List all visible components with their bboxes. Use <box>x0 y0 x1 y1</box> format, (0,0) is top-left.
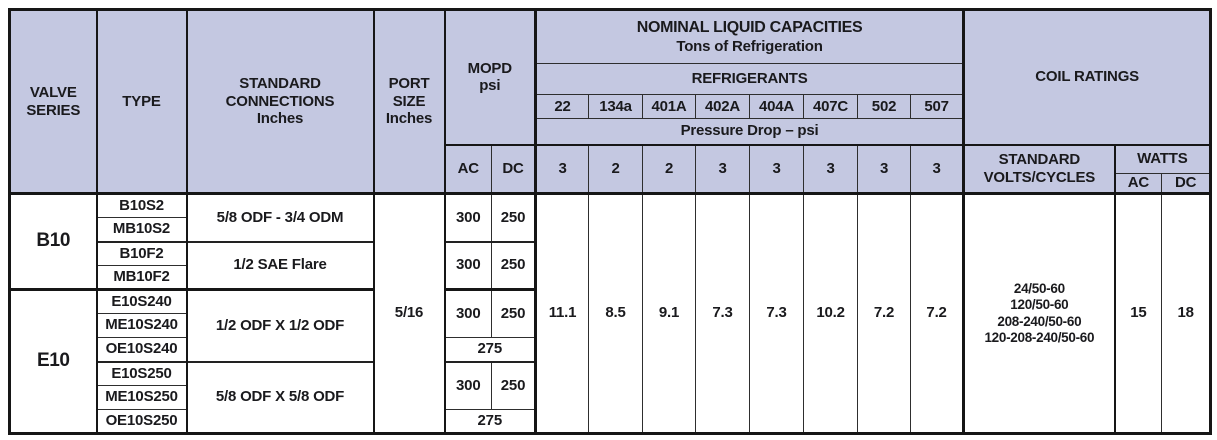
col-header-watts: WATTS <box>1113 143 1212 174</box>
capacity-404a-cell: 7.3 <box>749 192 805 434</box>
mopd-dc-cell: 250 <box>490 192 537 242</box>
capacity-407c-cell: 10.2 <box>803 192 859 434</box>
col-header-mopd: MOPD psi <box>443 9 537 145</box>
mopd-dc-cell: 250 <box>490 288 537 338</box>
watts-ac-cell: 15 <box>1113 192 1163 434</box>
header-row-refrigerants: REFRIGERANTS <box>10 63 1211 95</box>
table-row: OE10S250 275 <box>10 409 1211 434</box>
col-header-coil-ratings: COIL RATINGS <box>962 9 1212 145</box>
col-header-refrigerant-22: 22 <box>534 94 590 119</box>
pressure-drop-value-22: 3 <box>534 143 590 194</box>
col-header-port-size: PORT SIZE Inches <box>372 9 445 194</box>
col-header-refrigerant-407c: 407C <box>803 94 859 119</box>
capacities-subtitle: Tons of Refrigeration <box>676 37 823 55</box>
capacity-507-cell: 7.2 <box>910 192 965 434</box>
type-cell: MB10S2 <box>95 217 187 242</box>
type-cell: E10S250 <box>95 360 187 386</box>
mopd-dc-cell: 250 <box>490 360 537 410</box>
pressure-drop-value-502: 3 <box>857 143 912 194</box>
table-row: ME10S250 <box>10 385 1211 410</box>
pressure-drop-value-404a: 3 <box>749 143 805 194</box>
col-header-type: TYPE <box>95 9 187 194</box>
header-row-5: AC DC 3 2 2 3 3 3 3 3 STANDARD VOLTS/CYC… <box>10 143 1212 194</box>
pressure-drop-value-402a: 3 <box>695 143 751 194</box>
type-cell: ME10S240 <box>95 313 187 338</box>
type-cell: E10S240 <box>95 288 187 314</box>
connections-cell: 1/2 SAE Flare <box>185 240 374 290</box>
pressure-drop-value-407c: 3 <box>803 143 859 194</box>
col-header-capacities: NOMINAL LIQUID CAPACITIES Tons of Refrig… <box>534 9 965 64</box>
port-size-cell: 5/16 <box>372 192 445 434</box>
type-cell: MB10F2 <box>95 265 187 290</box>
table-row: B10F2 1/2 SAE Flare 300 250 <box>10 240 1211 290</box>
type-cell: OE10S240 <box>95 337 187 362</box>
mopd-ac-cell: 300 <box>443 360 492 410</box>
capacities-title: NOMINAL LIQUID CAPACITIES <box>636 18 863 36</box>
mopd-ac-cell: 300 <box>443 288 492 338</box>
header-row-refrigerant-names: 22 134a 401A 402A 404A 407C 502 507 <box>10 94 1211 119</box>
table-row: B10 B10S2 5/8 ODF - 3/4 ODM 5/16 300 250… <box>9 192 1212 434</box>
mopd-dc-cell: 250 <box>490 240 537 290</box>
valve-series-e10: E10 <box>9 288 97 434</box>
pressure-drop-value-134a: 2 <box>588 143 644 194</box>
capacity-502-cell: 7.2 <box>857 192 912 434</box>
col-header-refrigerant-507: 507 <box>910 94 965 119</box>
type-cell: B10S2 <box>95 192 187 218</box>
col-header-valve-series: VALVE SERIES <box>9 9 97 194</box>
capacity-22-cell: 11.1 <box>534 192 590 434</box>
refrigerants-label: REFRIGERANTS <box>534 63 965 95</box>
col-header-refrigerant-502: 502 <box>857 94 912 119</box>
type-cell: ME10S250 <box>95 385 187 410</box>
col-header-refrigerant-134a: 134a <box>588 94 644 119</box>
header-row-1: VALVE SERIES TYPE STANDARD CONNECTIONS I… <box>9 9 1212 194</box>
capacity-401a-cell: 9.1 <box>642 192 697 434</box>
col-header-connections: STANDARD CONNECTIONS Inches <box>185 9 374 194</box>
col-header-refrigerant-402a: 402A <box>695 94 751 119</box>
table-row: E10S250 5/8 ODF X 5/8 ODF 300 250 <box>10 360 1211 434</box>
mopd-acdc-cell: 275 <box>443 409 537 434</box>
mopd-ac-cell: 300 <box>443 192 492 242</box>
table-header: VALVE SERIES TYPE STANDARD CONNECTIONS I… <box>9 9 1212 194</box>
mopd-acdc-cell: 275 <box>443 337 537 362</box>
valve-spec-table: VALVE SERIES TYPE STANDARD CONNECTIONS I… <box>8 8 1213 435</box>
col-header-refrigerant-404a: 404A <box>749 94 805 119</box>
pressure-drop-label: Pressure Drop – psi <box>534 118 965 145</box>
table-row: OE10S240 275 <box>10 337 1211 362</box>
connections-cell: 1/2 ODF X 1/2 ODF <box>185 288 374 362</box>
watts-dc-cell: 18 <box>1161 192 1212 434</box>
pressure-drop-value-401a: 2 <box>642 143 697 194</box>
capacity-134a-cell: 8.5 <box>588 192 644 434</box>
col-header-watts-ac: AC <box>1113 173 1163 194</box>
pressure-drop-value-507: 3 <box>910 143 965 194</box>
mopd-ac-cell: 300 <box>443 240 492 290</box>
header-row-pressure-drop: Pressure Drop – psi <box>10 118 1211 145</box>
type-cell: OE10S250 <box>95 409 187 434</box>
col-header-mopd-dc: DC <box>490 143 537 194</box>
type-cell: B10F2 <box>95 240 187 266</box>
header-row-watts-acdc: AC DC <box>10 173 1212 194</box>
col-header-refrigerant-401a: 401A <box>642 94 697 119</box>
col-header-watts-dc: DC <box>1161 173 1212 194</box>
table-row: E10 E10S240 1/2 ODF X 1/2 ODF 300 250 <box>9 288 1211 434</box>
valve-series-b10: B10 <box>9 192 97 290</box>
table-body: B10 B10S2 5/8 ODF - 3/4 ODM 5/16 300 250… <box>9 192 1212 434</box>
col-header-volts-cycles: STANDARD VOLTS/CYCLES <box>962 143 1116 194</box>
connections-cell: 5/8 ODF - 3/4 ODM <box>185 192 374 242</box>
volts-cycles-cell: 24/50-60 120/50-60 208-240/50-60 120-208… <box>962 192 1116 434</box>
capacity-402a-cell: 7.3 <box>695 192 751 434</box>
connections-cell: 5/8 ODF X 5/8 ODF <box>185 360 374 434</box>
col-header-mopd-ac: AC <box>443 143 492 194</box>
